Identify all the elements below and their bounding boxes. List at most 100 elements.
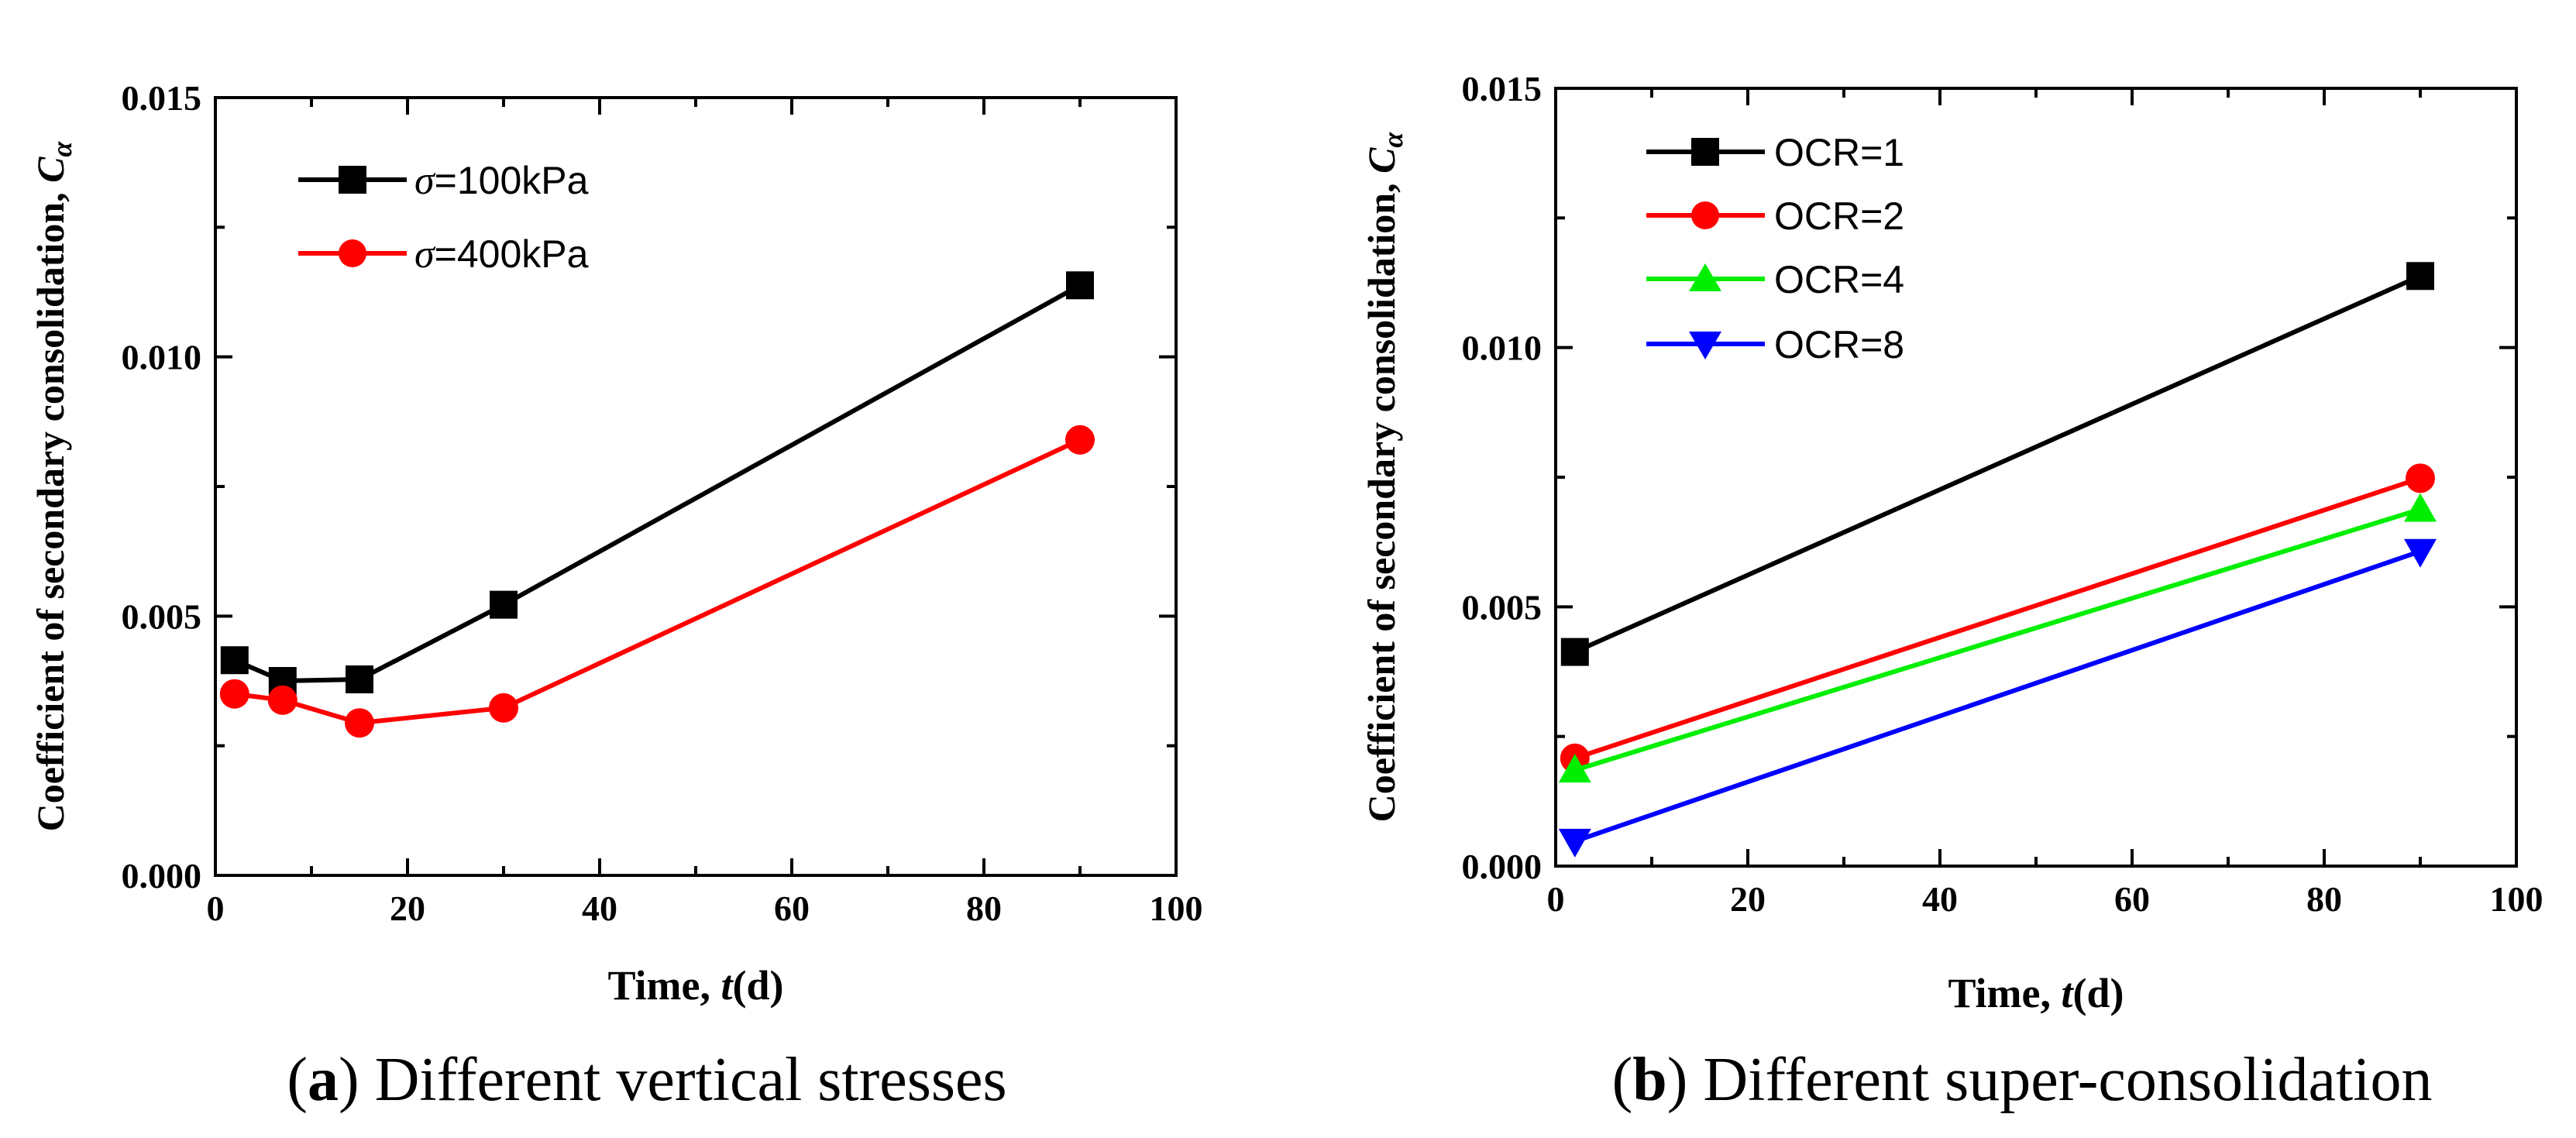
x-axis-title: Time, t(d)	[607, 962, 783, 1009]
y-axis-title-variable: C	[1360, 147, 1403, 174]
x-axis-title-unit: (d)	[733, 962, 784, 1009]
tick-labels: 0 20 40 60 80 100 0.000 0.005 0.010 0.015	[122, 78, 1203, 928]
axis-ticks	[1554, 87, 2518, 868]
legend-marker-circle	[1691, 201, 1719, 229]
legend-entry-1: σ=400kPa	[298, 232, 589, 277]
y-axis-title-text: Coefficient of secondary consolidation,	[29, 183, 72, 831]
data-point-square	[346, 665, 373, 693]
data-point-triangle-down	[2404, 538, 2437, 568]
x-axis-title-text: Time,	[1948, 970, 2061, 1016]
data-point-circle	[345, 708, 374, 738]
x-tick-label: 20	[1730, 879, 1766, 919]
y-axis-title-text: Coefficient of secondary consolidation,	[1360, 174, 1403, 822]
legend-entry-1: OCR=2	[1646, 194, 1904, 238]
y-tick-label: 0.010	[1462, 328, 1543, 368]
panel-caption: (a) Different vertical stresses	[287, 1046, 1006, 1114]
data-point-circle	[267, 685, 297, 715]
series-line	[1573, 507, 2421, 773]
y-tick-label: 0.005	[1462, 587, 1543, 627]
y-axis-title: Coefficient of secondary consolidation, …	[29, 141, 77, 832]
y-tick-label: 0.015	[1462, 69, 1543, 108]
series-layer	[219, 271, 1095, 738]
panel-caption: (b) Different super-consolidation	[1612, 1046, 2433, 1114]
data-point-circle	[1065, 425, 1095, 455]
caption-text: Different super-consolidation	[1687, 1046, 2432, 1114]
legend-label: OCR=4	[1774, 258, 1904, 301]
caption-close: )	[1667, 1046, 1688, 1114]
legend-marker-circle	[339, 239, 366, 267]
x-tick-label: 80	[2306, 879, 2342, 919]
caption-letter: b	[1632, 1046, 1667, 1114]
x-tick-label: 100	[1150, 889, 1203, 928]
legend-entry-0: σ=100kPa	[298, 159, 589, 203]
sigma-symbol: σ	[414, 159, 436, 203]
data-point-square	[1066, 271, 1094, 300]
data-point-circle	[219, 679, 249, 709]
sigma-symbol: σ	[414, 232, 436, 277]
legend-label-text: =400kPa	[435, 232, 589, 276]
x-axis-title: Time, t(d)	[1948, 970, 2124, 1016]
series-OCR=8	[1558, 538, 2437, 858]
axis-ticks	[214, 96, 1178, 877]
data-point-triangle-down	[1558, 828, 1591, 858]
series-OCR=2	[1560, 463, 2435, 773]
y-tick-label: 0.015	[122, 78, 202, 118]
legend-entry-2: OCR=4	[1646, 258, 1904, 301]
x-tick-label: 60	[774, 889, 810, 928]
chart-panel-b: 0 20 40 60 80 100 0.000 0.005 0.010 0.015 OCR=1 O…	[1360, 69, 2543, 1114]
data-point-circle	[489, 693, 518, 723]
x-axis-title-text: Time,	[607, 962, 721, 1009]
x-tick-label: 40	[1922, 879, 1958, 919]
x-tick-label: 80	[966, 889, 1002, 928]
x-tick-label: 40	[582, 889, 617, 928]
legend-marker-triangle-down	[1689, 332, 1721, 359]
series-layer	[1558, 262, 2437, 858]
legend: σ=100kPa σ=400kPa	[298, 159, 589, 277]
x-axis-title-unit: (d)	[2073, 970, 2124, 1016]
y-axis-title: Coefficient of secondary consolidation, …	[1360, 132, 1408, 823]
series-σ=100kPa	[220, 271, 1094, 695]
legend-marker-square	[1691, 138, 1719, 166]
legend-label: OCR=8	[1774, 323, 1904, 366]
y-tick-label: 0.000	[122, 856, 202, 896]
x-axis-title-variable: t	[721, 962, 734, 1009]
legend-marker-triangle-up	[1689, 263, 1721, 291]
series-OCR=4	[1558, 493, 2437, 783]
plot-frame	[214, 96, 1178, 877]
series-σ=400kPa	[219, 425, 1095, 738]
x-tick-label: 100	[2490, 879, 2543, 919]
caption-open: (	[287, 1046, 308, 1114]
y-tick-label: 0.010	[122, 338, 202, 377]
legend: OCR=1 OCR=2 OCR=4 OCR=8	[1646, 131, 1904, 366]
x-tick-label: 0	[1547, 879, 1565, 919]
series-line	[1573, 548, 2421, 844]
data-point-circle	[2406, 463, 2435, 493]
series-line	[233, 283, 1082, 683]
legend-label: OCR=2	[1774, 194, 1904, 238]
legend-marker-square	[339, 166, 366, 194]
series-line	[1573, 273, 2422, 655]
legend-label-text: =100kPa	[435, 159, 589, 202]
caption-letter: a	[308, 1046, 339, 1114]
data-point-triangle-up	[1558, 754, 1591, 783]
tick-labels: 0 20 40 60 80 100 0.000 0.005 0.010 0.015	[1462, 69, 2543, 919]
y-tick-label: 0.005	[122, 597, 202, 636]
caption-open: (	[1612, 1046, 1633, 1114]
data-point-square	[1560, 638, 1589, 666]
legend-label: σ=400kPa	[414, 232, 589, 277]
x-tick-label: 20	[390, 889, 425, 928]
caption-text: Different vertical stresses	[359, 1046, 1007, 1114]
series-OCR=1	[1560, 262, 2434, 666]
x-tick-label: 60	[2114, 879, 2150, 919]
caption-close: )	[339, 1046, 359, 1114]
data-point-triangle-up	[2404, 493, 2437, 522]
y-axis-title-subscript: α	[1377, 132, 1408, 148]
series-line	[1573, 476, 2421, 761]
x-tick-label: 0	[207, 889, 225, 928]
legend-entry-3: OCR=8	[1646, 323, 1904, 366]
legend-entry-0: OCR=1	[1646, 131, 1904, 174]
y-tick-label: 0.000	[1462, 847, 1543, 886]
y-axis-title-variable: C	[29, 156, 72, 183]
